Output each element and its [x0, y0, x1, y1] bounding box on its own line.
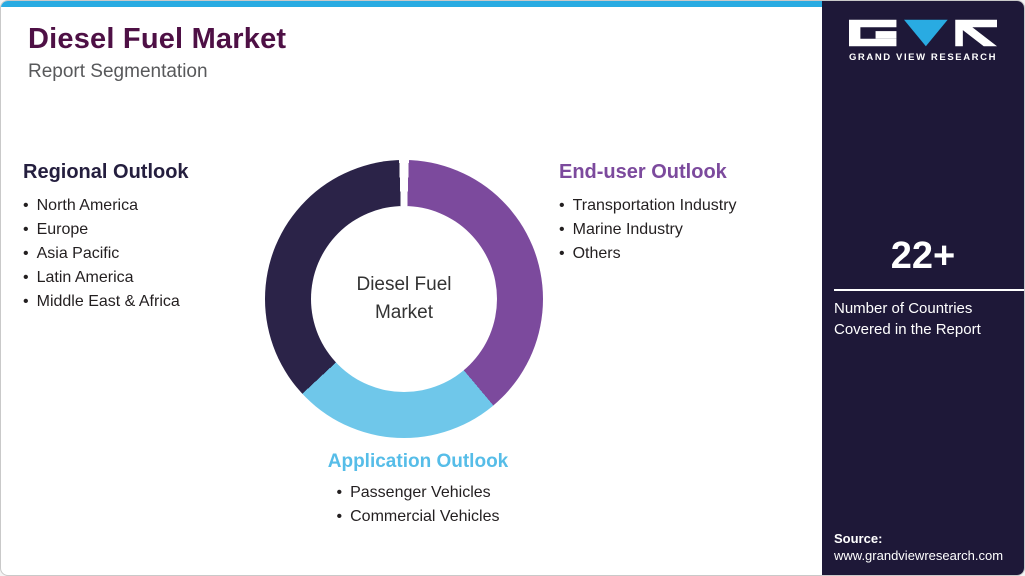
brand-logo: GRAND VIEW RESEARCH: [822, 17, 1024, 63]
list-item: Others: [559, 242, 737, 266]
page-title: Diesel Fuel Market: [28, 23, 287, 55]
list-item: Europe: [23, 218, 189, 242]
source-block: Source: www.grandviewresearch.com: [834, 531, 1003, 563]
list-item: North America: [23, 194, 189, 218]
header: Diesel Fuel Market Report Segmentation: [28, 23, 286, 83]
source-url: www.grandviewresearch.com: [834, 548, 1004, 563]
sidebar: GRAND VIEW RESEARCH 22+ Number of Countr…: [822, 1, 1024, 575]
list-item: Latin America: [23, 266, 189, 290]
list-item: Transportation Industry: [559, 194, 737, 218]
countries-stat-caption: Number of Countries Covered in the Repor…: [834, 300, 981, 338]
regional-outlook-heading: Regional Outlook: [23, 161, 189, 183]
source-label: Source:: [834, 531, 883, 546]
top-accent-bar: [1, 1, 824, 7]
stat-divider: [834, 289, 1024, 291]
list-item: Middle East & Africa: [23, 290, 189, 314]
application-outlook-heading: Application Outlook: [327, 451, 509, 472]
page-subtitle: Report Segmentation: [28, 61, 208, 82]
brand-name: GRAND VIEW RESEARCH: [848, 52, 998, 63]
countries-stat-value: 22+: [890, 235, 956, 277]
section-end-user-outlook: End-user Outlook Transportation Industry…: [559, 161, 737, 266]
section-regional-outlook: Regional Outlook North America Europe As…: [23, 161, 189, 314]
end-user-outlook-list: Transportation Industry Marine Industry …: [559, 194, 737, 266]
list-item: Passenger Vehicles: [337, 481, 500, 505]
list-item: Commercial Vehicles: [337, 505, 499, 529]
application-outlook-list: Passenger Vehicles Commercial Vehicles: [337, 481, 500, 529]
gvr-logo-icon: [849, 19, 997, 47]
donut-center-label: Diesel Fuel Market: [356, 274, 452, 323]
section-application-outlook: Application Outlook Passenger Vehicles C…: [293, 451, 543, 529]
end-user-outlook-heading: End-user Outlook: [559, 161, 727, 183]
list-item: Asia Pacific: [23, 242, 189, 266]
donut-chart: Diesel Fuel Market: [265, 160, 543, 438]
list-item: Marine Industry: [559, 218, 737, 242]
donut-center: Diesel Fuel Market: [311, 206, 497, 392]
regional-outlook-list: North America Europe Asia Pacific Latin …: [23, 194, 189, 314]
